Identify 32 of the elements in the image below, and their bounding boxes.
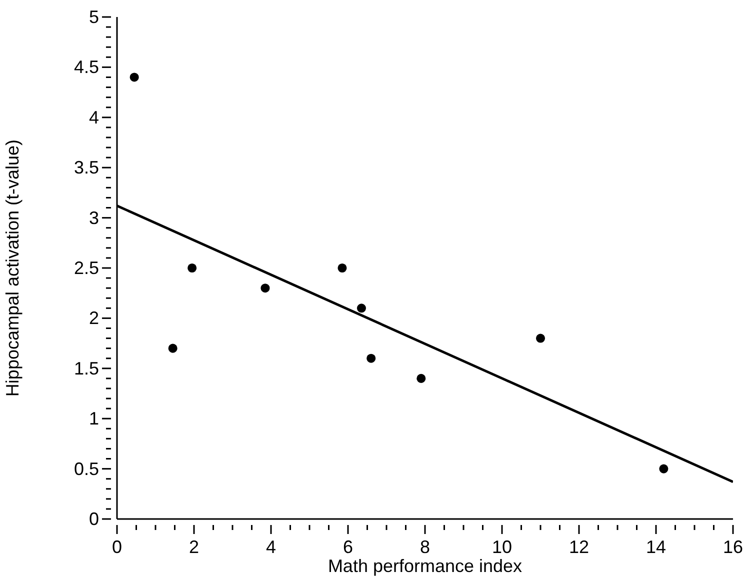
x-axis-title: Math performance index <box>328 556 522 576</box>
point <box>356 304 366 313</box>
x-tick-label: 6 <box>342 537 354 557</box>
y-tick-label: 2.5 <box>74 258 99 278</box>
x-tick-label: 8 <box>420 537 430 557</box>
y-tick-label: 1 <box>88 408 99 429</box>
y-tick-label: 3 <box>88 208 99 228</box>
y-tick-label: 0.5 <box>74 458 99 479</box>
x-tick-label: 14 <box>646 537 666 557</box>
x-tick-label: 2 <box>188 537 200 557</box>
y-tick-label: 3.5 <box>74 158 99 178</box>
point <box>130 72 139 82</box>
point <box>168 344 178 353</box>
x-tick-label: 12 <box>568 537 590 557</box>
y-axis-title: Hippocampal activation (t-value) <box>2 139 22 397</box>
point <box>260 284 270 293</box>
y-tick-label: 5 <box>88 7 99 27</box>
x-tick-label: 10 <box>492 537 512 557</box>
point <box>416 374 426 383</box>
point <box>338 263 347 273</box>
y-tick-label: 1.5 <box>74 358 99 378</box>
x-tick-label: 0 <box>112 537 122 557</box>
point <box>366 354 376 363</box>
point <box>188 263 197 273</box>
y-tick-label: 4 <box>88 107 99 128</box>
y-tick-label: 4.5 <box>74 57 99 78</box>
point <box>536 334 546 343</box>
x-tick-label: 4 <box>266 537 276 557</box>
y-tick-label: 0 <box>88 509 99 529</box>
x-tick-label: 16 <box>722 537 744 557</box>
point <box>659 464 668 474</box>
y-tick-label: 2 <box>88 308 99 328</box>
